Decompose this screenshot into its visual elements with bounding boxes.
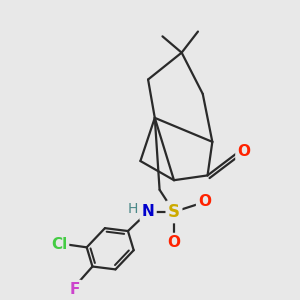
- Text: H: H: [128, 202, 138, 216]
- Text: O: O: [198, 194, 211, 209]
- Text: Cl: Cl: [51, 237, 67, 252]
- Text: F: F: [70, 282, 80, 297]
- Text: O: O: [238, 144, 250, 159]
- Text: N: N: [142, 204, 154, 219]
- Text: S: S: [168, 203, 180, 221]
- Text: O: O: [167, 235, 181, 250]
